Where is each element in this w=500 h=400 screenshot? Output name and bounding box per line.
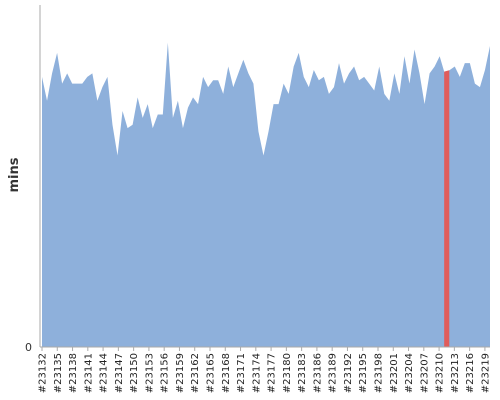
x-tick-label: #23159: [175, 353, 186, 393]
y-axis-label: mins: [7, 157, 22, 192]
x-tick-label: #23141: [83, 353, 94, 393]
x-axis-ticks: #23132 #23135 #23138 #23141 #23144 #23147 #231…: [38, 347, 491, 393]
x-tick-label: #23207: [419, 353, 430, 393]
plot-area: [42, 42, 490, 348]
x-tick-label: #23210: [435, 353, 446, 393]
x-tick-label: #23162: [190, 353, 201, 393]
x-tick-label: #23192: [343, 353, 354, 393]
x-tick-label: #23198: [374, 353, 385, 393]
x-tick-label: #23138: [68, 353, 79, 393]
x-tick-label: #23168: [221, 353, 232, 393]
x-tick-label: #23213: [450, 353, 461, 393]
x-tick-label: #23165: [206, 353, 217, 393]
x-tick-label: #23201: [389, 353, 400, 393]
x-tick-label: #23150: [129, 353, 140, 393]
x-tick-label: #23171: [236, 353, 247, 393]
x-tick-label: #23135: [53, 353, 64, 393]
area-series: [42, 42, 490, 348]
x-tick-label: #23132: [38, 353, 49, 393]
x-tick-label: #23174: [251, 353, 262, 393]
highlight-marker: [444, 70, 450, 347]
x-tick-label: #23147: [114, 353, 125, 393]
x-tick-label: #23186: [312, 353, 323, 393]
x-tick-label: #23219: [480, 353, 491, 393]
y-tick-label-0: 0: [25, 341, 32, 354]
x-tick-label: #23153: [144, 353, 155, 393]
x-tick-label: #23204: [404, 353, 415, 393]
x-tick-label: #23189: [328, 353, 339, 393]
x-tick-label: #23144: [99, 353, 110, 393]
x-tick-label: #23183: [297, 353, 308, 393]
x-tick-label: #23180: [282, 353, 293, 393]
x-tick-label: #23156: [160, 353, 171, 393]
x-tick-label: #23216: [465, 353, 476, 393]
x-tick-label: #23177: [267, 353, 278, 393]
x-tick-label: #23195: [358, 353, 369, 393]
